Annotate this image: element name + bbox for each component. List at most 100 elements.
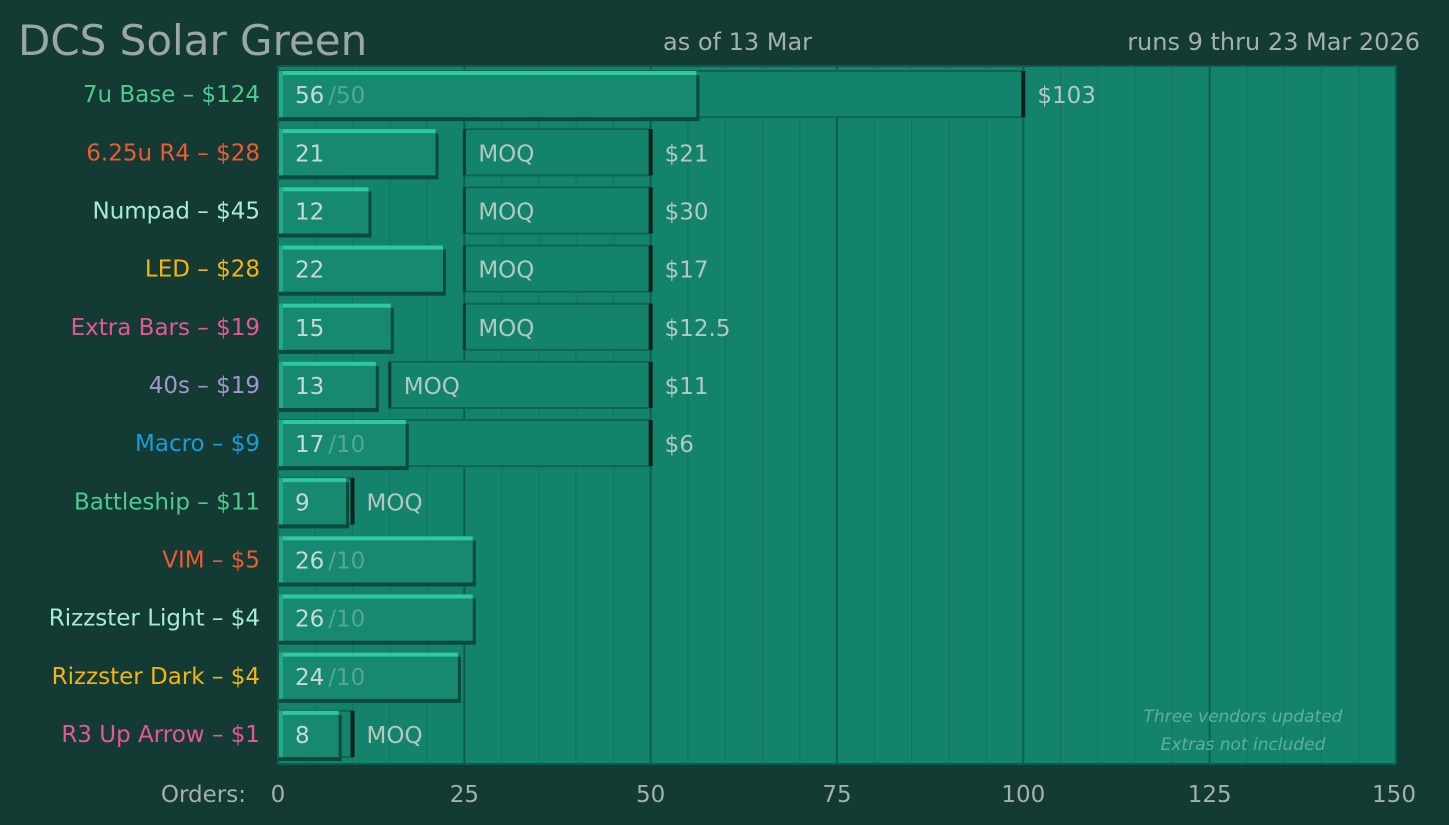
category-label: Rizzster Light – $4: [49, 606, 260, 632]
category-label: 7u Base – $124: [83, 82, 260, 108]
category-label: Rizzster Dark – $4: [52, 664, 260, 690]
category-label: Battleship – $11: [74, 489, 260, 515]
bar-highlight: [279, 710, 339, 715]
x-tick-label: 25: [450, 782, 479, 808]
note-line-1: Three vendors updated: [1144, 707, 1343, 727]
bar-highlight: [279, 420, 406, 424]
target-box: [388, 360, 652, 410]
bar-edge: [279, 361, 283, 408]
bar-highlight: [279, 536, 473, 541]
bar-highlight: [279, 594, 473, 599]
as-of-date: as of 13 Mar: [663, 28, 812, 56]
target-price-label: $6: [665, 432, 694, 458]
bar-edge: [279, 129, 283, 176]
moq-label: MOQ: [367, 723, 423, 749]
moq-label: MOQ: [367, 490, 423, 516]
moq-label: MOQ: [478, 141, 534, 167]
bar-value-label: 8: [295, 723, 310, 749]
grid-lines: [314, 67, 1360, 763]
x-tick-label: 0: [271, 782, 286, 808]
bar: [279, 187, 369, 234]
bar: [279, 420, 406, 467]
x-axis-label: Orders:: [161, 782, 246, 808]
moq-label: MOQ: [478, 199, 534, 225]
bar-highlight: [279, 361, 376, 366]
bar-value-label: 15: [295, 316, 324, 342]
bar-edge: [279, 536, 283, 583]
x-tick-label: 75: [822, 782, 851, 808]
run-dates: runs 9 thru 23 Mar 2026: [1127, 28, 1420, 56]
bar-highlight: [279, 187, 369, 192]
bar: [279, 710, 339, 757]
bar: [279, 129, 436, 176]
target-price-label: $17: [665, 258, 709, 284]
note-line-2: Extras not included: [1161, 735, 1326, 755]
bar-highlight: [279, 71, 697, 75]
bar-row: 21 MOQ $21: [279, 128, 709, 180]
bar-value-label: 26/10: [295, 607, 365, 633]
bar-value-label: 9: [295, 490, 310, 516]
bar-edge: [279, 420, 283, 467]
x-tick-label: 150: [1372, 782, 1416, 808]
bar-row: 15 MOQ $12.5: [279, 302, 731, 354]
bar-row: 9 MOQ: [277, 477, 423, 529]
bar-highlight: [279, 303, 391, 308]
category-label: Extra Bars – $19: [71, 315, 260, 341]
bar-edge: [279, 652, 283, 699]
chart-title: DCS Solar Green: [18, 16, 367, 65]
bar-edge: [279, 594, 283, 641]
bar-row: 26/10: [279, 594, 476, 645]
bar-row: 8 MOQ: [277, 709, 423, 761]
category-label: 40s – $19: [149, 373, 260, 399]
target-price-label: $12.5: [665, 316, 731, 342]
category-label: Macro – $9: [135, 431, 260, 457]
bar-edge: [279, 187, 283, 234]
bar: [279, 652, 458, 699]
target-box: [463, 244, 652, 293]
x-tick-label: 50: [636, 782, 665, 808]
bar-value-label: 26/10: [295, 548, 365, 574]
x-tick-label: 100: [1001, 782, 1045, 808]
bar-highlight: [279, 245, 443, 250]
bar-value-label: 22: [295, 258, 324, 284]
bar-value-label: 24/10: [295, 665, 365, 691]
bar: [279, 71, 697, 118]
category-labels: 7u Base – $124 6.25u R4 – $28 Numpad – $45…: [49, 82, 260, 748]
category-label: R3 Up Arrow – $1: [61, 722, 260, 748]
target-price-label: $11: [665, 374, 709, 400]
bar-rows: 56/50 $103 21 MOQ $21 12 MOQ $30 22 MOQ $17 15 MOQ $1…: [277, 70, 1096, 761]
bar-edge: [279, 71, 283, 118]
category-label: 6.25u R4 – $28: [86, 140, 260, 166]
bar-edge: [279, 303, 283, 350]
bar-edge: [279, 710, 283, 757]
bar-row: 22 MOQ $17: [279, 244, 709, 296]
bar: [279, 536, 473, 583]
moq-label: MOQ: [478, 258, 534, 284]
bar-row: 12 MOQ $30: [279, 186, 709, 238]
bar-edge: [279, 245, 283, 292]
bar-value-label: 17/10: [295, 432, 365, 458]
bar-value-label: 56/50: [295, 83, 365, 109]
bar-row: 24/10: [279, 652, 461, 703]
moq-label: MOQ: [404, 374, 460, 400]
category-label: Numpad – $45: [92, 198, 260, 224]
bar: [279, 361, 376, 408]
bar-row: 26/10: [279, 536, 476, 587]
bar: [279, 245, 443, 292]
bar-value-label: 21: [295, 141, 324, 167]
bar: [279, 303, 391, 350]
category-label: LED – $28: [145, 257, 260, 283]
category-label: VIM – $5: [162, 547, 260, 573]
bar-highlight: [279, 652, 458, 657]
target-price-label: $30: [665, 199, 709, 225]
bar-value-label: 12: [295, 199, 324, 225]
target-price-label: $103: [1037, 83, 1096, 109]
moq-label: MOQ: [478, 316, 534, 342]
bar-edge: [279, 478, 283, 525]
target-box: [463, 186, 652, 235]
bar-row: 56/50 $103: [277, 70, 1096, 122]
target-price-label: $21: [665, 141, 709, 167]
bar-highlight: [279, 129, 436, 134]
x-tick-label: 125: [1188, 782, 1232, 808]
